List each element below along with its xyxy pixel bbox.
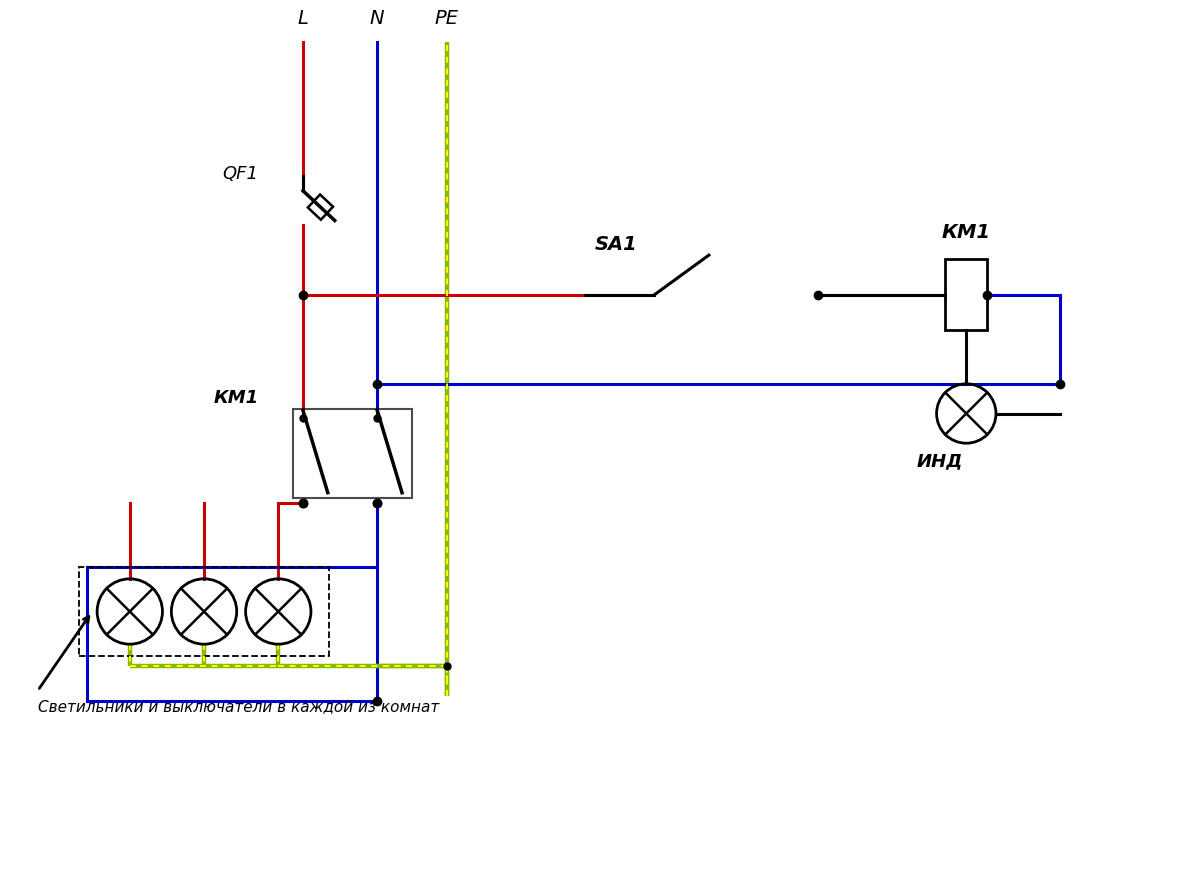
Bar (946, 260, 988, 331)
Text: SA1: SA1 (595, 235, 638, 254)
Text: ИНД: ИНД (917, 451, 964, 470)
Text: N: N (370, 10, 384, 28)
Bar (79, 567, 329, 656)
Bar (308, 195, 334, 220)
Text: Светильники и выключатели в каждой из комнат: Светильники и выключатели в каждой из ко… (37, 699, 439, 714)
Text: QF1: QF1 (222, 165, 258, 183)
Text: КМ1: КМ1 (214, 388, 258, 407)
Text: L: L (298, 10, 308, 28)
Text: КМ1: КМ1 (942, 223, 991, 242)
Text: PE: PE (434, 10, 458, 28)
Bar (293, 409, 412, 498)
